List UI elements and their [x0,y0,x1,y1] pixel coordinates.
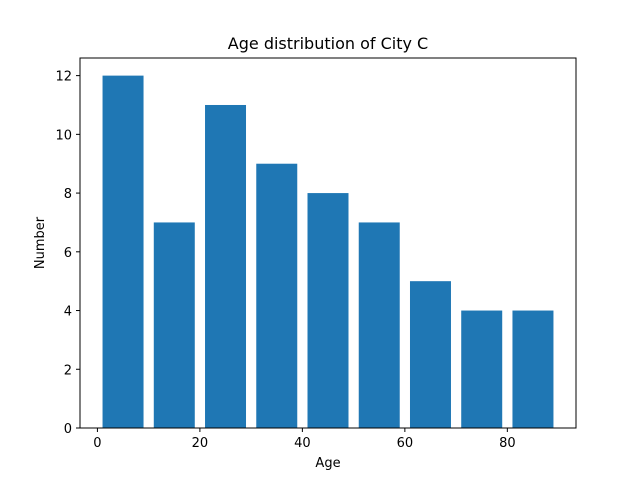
x-axis-label: Age [315,456,340,471]
y-tick-label: 8 [64,187,72,202]
bars-group [102,75,554,428]
plot-frame [79,57,577,429]
y-tick-label: 0 [64,422,72,437]
y-tick-label: 2 [64,363,72,378]
x-axis-ticks: 0 20 40 60 80 [93,428,516,451]
x-tick-label: 40 [294,436,311,451]
bar [307,193,349,428]
bar [461,310,503,428]
bar [358,222,400,428]
y-tick-label: 10 [55,128,72,143]
y-tick-label: 12 [55,70,72,85]
bar [512,310,554,428]
y-axis-ticks: 0 2 4 6 8 10 12 [55,70,80,437]
bar [256,163,298,428]
x-tick-label: 60 [397,436,414,451]
bar [102,75,144,428]
y-axis-label: Number [33,216,48,269]
y-tick-label: 6 [64,246,72,261]
y-tick-label: 4 [64,305,72,320]
bar [205,104,247,428]
chart-title: Age distribution of City C [228,34,428,53]
x-tick-label: 0 [93,436,101,451]
bar [409,281,451,428]
x-tick-label: 80 [499,436,516,451]
x-tick-label: 20 [192,436,209,451]
bar [153,222,195,428]
